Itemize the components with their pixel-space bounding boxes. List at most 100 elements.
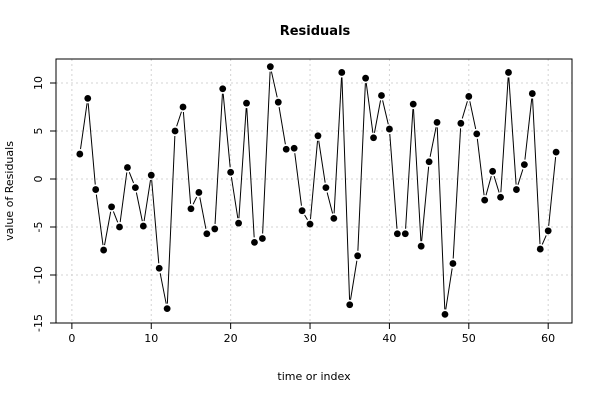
series-segment [159,273,167,304]
data-point [274,98,282,106]
data-point [338,69,346,76]
data-point [441,310,449,318]
data-point [116,223,123,231]
data-point [536,245,544,253]
series-segment [294,153,302,206]
data-point [520,161,528,169]
series-segment [222,93,231,168]
chart-title: Residuals [280,24,351,39]
plot-frame [55,58,573,324]
series-segment [333,77,343,214]
series-segment [151,180,160,264]
data-point [489,167,497,175]
series-segment [182,111,192,204]
data-point [481,196,489,204]
series-segment [350,260,358,300]
data-point [108,203,115,211]
series-residuals [76,63,560,318]
y-tick-label: -10 [32,266,45,284]
data-point [552,148,560,156]
series-segment [452,128,462,259]
data-point [449,260,457,267]
data-point [322,184,330,192]
series-segment [214,93,223,224]
series-segment [508,77,517,185]
data-point [465,93,473,100]
x-tick-label: 60 [541,332,555,345]
series-segment [318,140,326,183]
series-segment [413,109,422,242]
data-point [330,214,338,222]
data-point [386,125,393,133]
x-tick-label: 10 [144,332,158,345]
data-point [100,246,108,254]
data-point [155,264,163,272]
series-segment [389,134,398,229]
series-segment [493,175,500,193]
grid [56,59,572,324]
data-point [235,219,242,227]
data-point [243,99,250,107]
x-axis: 0 10 20 30 40 50 60 [68,322,555,345]
y-tick-label: -15 [32,314,45,332]
data-point [203,230,211,238]
data-point [171,127,179,135]
data-point [417,242,425,250]
series-segment [517,169,524,185]
data-point [370,134,377,142]
series-segment [80,103,88,150]
data-point [76,150,84,158]
data-point [457,119,465,127]
series-segment [166,135,176,304]
series-segment [326,192,334,214]
data-point [124,164,131,171]
series-segment [532,98,541,245]
x-tick-label: 40 [382,332,396,345]
y-axis: -15 -10 -5 0 5 10 [32,76,57,332]
data-point [393,230,401,238]
data-point [282,145,290,153]
x-tick-label: 30 [303,332,317,345]
data-point [497,193,504,201]
x-tick-label: 0 [68,332,75,345]
series-segment [278,107,286,145]
series-segment [445,268,453,310]
series-segment [365,83,374,133]
series-segment [541,235,547,245]
data-point [528,90,536,97]
data-point [211,225,219,233]
data-point [259,235,266,242]
data-point [298,207,306,215]
y-tick-label: 10 [32,76,45,90]
series-segment [373,100,382,133]
series-segment [143,180,151,222]
data-point [84,94,92,102]
data-point [346,301,354,309]
data-point [179,103,187,111]
data-point [290,144,298,152]
data-point [433,118,441,126]
y-tick-label: -5 [32,222,45,233]
series-segment [469,101,477,130]
series-segment [112,211,119,223]
series-segment [246,108,255,238]
series-segment [548,157,557,226]
x-tick-label: 20 [224,332,238,345]
series-segment [429,127,437,157]
series-segment [357,83,366,251]
data-point [306,220,314,228]
series-segment [270,71,278,98]
series-segment [309,140,319,220]
series-segment [238,108,247,219]
data-point [131,184,139,192]
data-point [378,92,385,99]
series-segment [230,177,239,219]
data-point [354,252,362,260]
y-tick-label: 5 [32,128,45,135]
data-point [266,63,274,71]
data-point [227,168,235,176]
series-segment [476,138,485,196]
series-segment [135,192,143,222]
data-point [425,158,433,166]
